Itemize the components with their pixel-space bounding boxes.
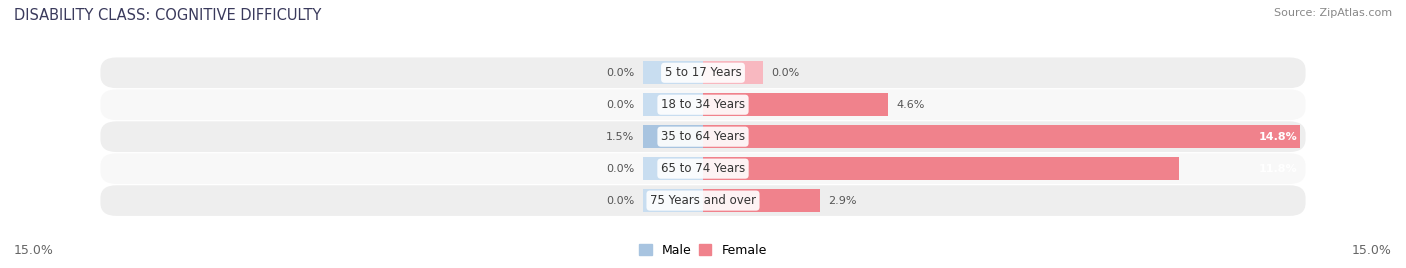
Text: 4.6%: 4.6% [897, 100, 925, 110]
Text: 0.0%: 0.0% [606, 100, 634, 110]
Text: 75 Years and over: 75 Years and over [650, 194, 756, 207]
Bar [703, 189, 820, 212]
Bar [703, 61, 763, 84]
FancyBboxPatch shape [100, 121, 1306, 152]
FancyBboxPatch shape [100, 153, 1306, 184]
Bar [643, 61, 703, 84]
Text: 14.8%: 14.8% [1258, 132, 1298, 142]
Text: 15.0%: 15.0% [1353, 244, 1392, 257]
Text: DISABILITY CLASS: COGNITIVE DIFFICULTY: DISABILITY CLASS: COGNITIVE DIFFICULTY [14, 8, 322, 23]
Bar [703, 125, 1299, 148]
Bar [703, 157, 1178, 180]
FancyBboxPatch shape [100, 90, 1306, 120]
Text: 0.0%: 0.0% [606, 196, 634, 206]
Text: 0.0%: 0.0% [772, 68, 800, 78]
Text: 0.0%: 0.0% [606, 68, 634, 78]
Text: 35 to 64 Years: 35 to 64 Years [661, 130, 745, 143]
Bar [703, 93, 889, 116]
Bar [643, 157, 703, 180]
FancyBboxPatch shape [100, 57, 1306, 88]
Text: 15.0%: 15.0% [14, 244, 53, 257]
Bar [643, 189, 703, 212]
Text: 0.0%: 0.0% [606, 164, 634, 174]
FancyBboxPatch shape [100, 185, 1306, 216]
Text: 2.9%: 2.9% [828, 196, 856, 206]
Text: Source: ZipAtlas.com: Source: ZipAtlas.com [1274, 8, 1392, 18]
Text: 11.8%: 11.8% [1258, 164, 1298, 174]
Bar [643, 125, 703, 148]
Legend: Male, Female: Male, Female [634, 239, 772, 262]
Text: 65 to 74 Years: 65 to 74 Years [661, 162, 745, 175]
Text: 5 to 17 Years: 5 to 17 Years [665, 66, 741, 79]
Text: 1.5%: 1.5% [606, 132, 634, 142]
Text: 18 to 34 Years: 18 to 34 Years [661, 98, 745, 111]
Bar [643, 93, 703, 116]
